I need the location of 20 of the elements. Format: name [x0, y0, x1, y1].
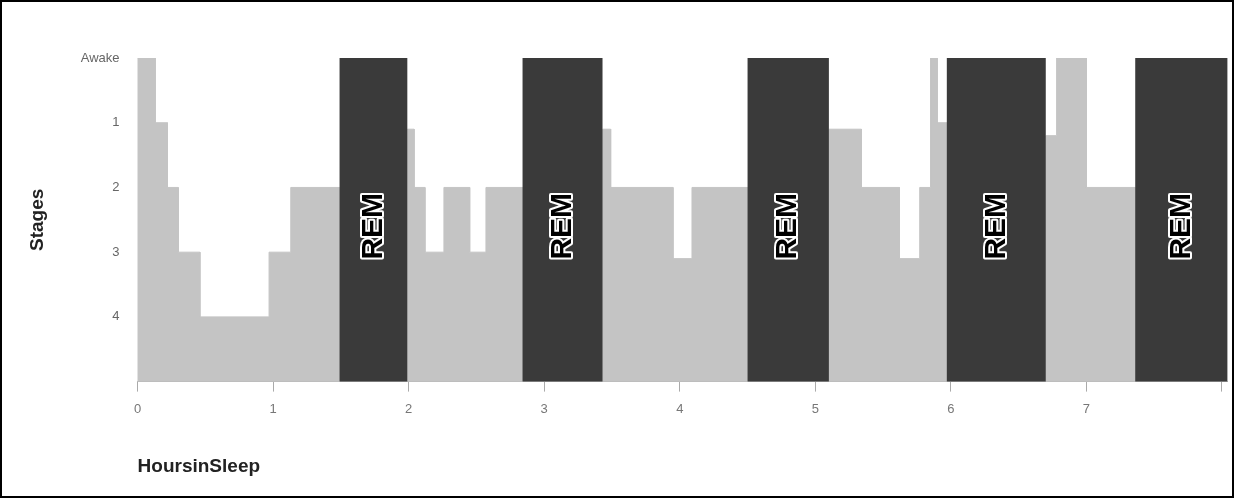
x-tick-label: 2	[405, 400, 413, 416]
y-axis-title: Stages	[25, 188, 47, 251]
band-label: REM	[354, 192, 388, 260]
band-label: REM	[1162, 192, 1196, 260]
band-label: REM	[543, 192, 577, 260]
x-tick-label: 7	[1082, 400, 1091, 416]
y-tick-label: 3	[112, 243, 120, 259]
x-tick-label: 1	[269, 400, 277, 416]
x-tick-label: 6	[947, 400, 955, 416]
band-label: REM	[977, 192, 1011, 260]
y-tick-label: Awake	[80, 49, 120, 65]
x-tick-label: 4	[676, 400, 684, 416]
x-tick-label: 0	[133, 400, 142, 416]
y-tick-label: 4	[112, 308, 120, 324]
y-tick-label: 2	[112, 179, 120, 195]
band-label: REM	[769, 192, 803, 260]
x-tick-label: 3	[540, 400, 548, 416]
x-tick-label: 5	[811, 400, 819, 416]
x-axis-title: HoursinSleep	[137, 454, 261, 476]
y-tick-label: 1	[112, 114, 120, 130]
